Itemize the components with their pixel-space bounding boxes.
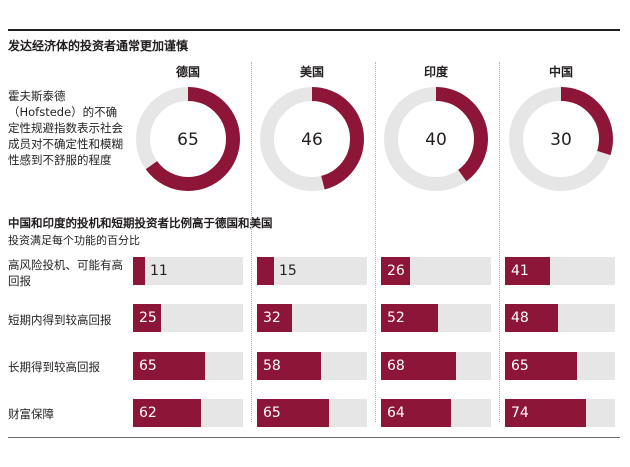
bar-value-label: 65 bbox=[511, 358, 529, 374]
column-separator bbox=[375, 62, 376, 422]
bar-track: 52 bbox=[381, 304, 491, 332]
country-label: 美国 bbox=[299, 65, 324, 79]
country-label: 德国 bbox=[175, 65, 200, 79]
bar-value-label: 74 bbox=[511, 405, 529, 421]
donut-slice bbox=[509, 87, 613, 191]
bar bbox=[505, 257, 550, 285]
bar-row-label: 财富保障 bbox=[8, 407, 54, 421]
bar-track: 15 bbox=[257, 257, 367, 285]
bar-row-label: 短期内得到较高回报 bbox=[8, 313, 112, 327]
donut-slice bbox=[136, 87, 240, 191]
bar bbox=[133, 352, 205, 380]
column-separator bbox=[499, 62, 500, 422]
bar-track: 11 bbox=[133, 257, 243, 285]
top-rule bbox=[8, 29, 620, 31]
donut-value-label: 30 bbox=[550, 130, 572, 150]
bar-value-label: 68 bbox=[387, 358, 405, 374]
bar-track: 41 bbox=[505, 257, 615, 285]
donut-value-label: 46 bbox=[301, 130, 323, 150]
bar-track: 48 bbox=[505, 304, 615, 332]
donut-chart: 46 bbox=[260, 87, 364, 191]
bar-track: 65 bbox=[505, 352, 615, 380]
bar bbox=[133, 257, 145, 285]
bar-track: 25 bbox=[133, 304, 243, 332]
country-label: 中国 bbox=[548, 65, 573, 79]
bar-value-label: 48 bbox=[511, 310, 529, 326]
bar-row-label: 高风险投机、可能有高回报 bbox=[8, 258, 123, 288]
bar bbox=[257, 257, 274, 285]
bar bbox=[257, 352, 321, 380]
bar bbox=[133, 399, 201, 427]
bar-track: 65 bbox=[133, 352, 243, 380]
bar bbox=[381, 257, 410, 285]
bar-track: 68 bbox=[381, 352, 491, 380]
bar-track: 64 bbox=[381, 399, 491, 427]
bottom-rule bbox=[8, 437, 620, 438]
bar-value-label: 58 bbox=[263, 358, 281, 374]
bar bbox=[505, 352, 577, 380]
bar bbox=[381, 304, 438, 332]
bar-track: 32 bbox=[257, 304, 367, 332]
bar-row-label: 长期得到较高回报 bbox=[8, 360, 100, 374]
bar-value-label: 15 bbox=[279, 263, 297, 279]
country-label: 印度 bbox=[423, 65, 448, 79]
donut-chart: 30 bbox=[509, 87, 613, 191]
bar-track: 26 bbox=[381, 257, 491, 285]
bar-value-label: 41 bbox=[511, 263, 529, 279]
bar bbox=[381, 399, 451, 427]
bar bbox=[257, 399, 329, 427]
donut-value-label: 40 bbox=[425, 130, 447, 150]
bar bbox=[133, 304, 161, 332]
bar-value-label: 64 bbox=[387, 405, 405, 421]
bar-value-label: 62 bbox=[139, 405, 157, 421]
bar-value-label: 65 bbox=[263, 405, 281, 421]
donut-chart: 65 bbox=[136, 87, 240, 191]
bar-chart-subtitle: 投资满足每个功能的百分比 bbox=[8, 234, 140, 247]
hofstede-description: 霍夫斯泰德（Hofstede）的不确定性规避指数表示社会成员对不确定性和模糊性感… bbox=[8, 89, 123, 167]
bar bbox=[257, 304, 292, 332]
bar-track: 65 bbox=[257, 399, 367, 427]
bar bbox=[505, 304, 558, 332]
bar bbox=[381, 352, 456, 380]
bar-value-label: 32 bbox=[263, 310, 281, 326]
bar-value-label: 25 bbox=[139, 310, 157, 326]
bar-value-label: 65 bbox=[139, 358, 157, 374]
chart-title: 发达经济体的投资者通常更加谨慎 bbox=[8, 39, 189, 53]
bar-value-label: 11 bbox=[150, 263, 168, 279]
donut-slice bbox=[260, 87, 364, 191]
donut-value-label: 65 bbox=[177, 130, 199, 150]
bar-chart-title: 中国和印度的投机和短期投资者比例高于德国和美国 bbox=[8, 216, 273, 230]
bar-track: 62 bbox=[133, 399, 243, 427]
bar-track: 58 bbox=[257, 352, 367, 380]
bar-value-label: 52 bbox=[387, 310, 405, 326]
bar bbox=[505, 399, 586, 427]
donut-chart: 40 bbox=[384, 87, 488, 191]
donut-slice bbox=[384, 87, 488, 191]
column-separator bbox=[251, 62, 252, 422]
bar-track: 74 bbox=[505, 399, 615, 427]
bar-value-label: 26 bbox=[387, 263, 405, 279]
